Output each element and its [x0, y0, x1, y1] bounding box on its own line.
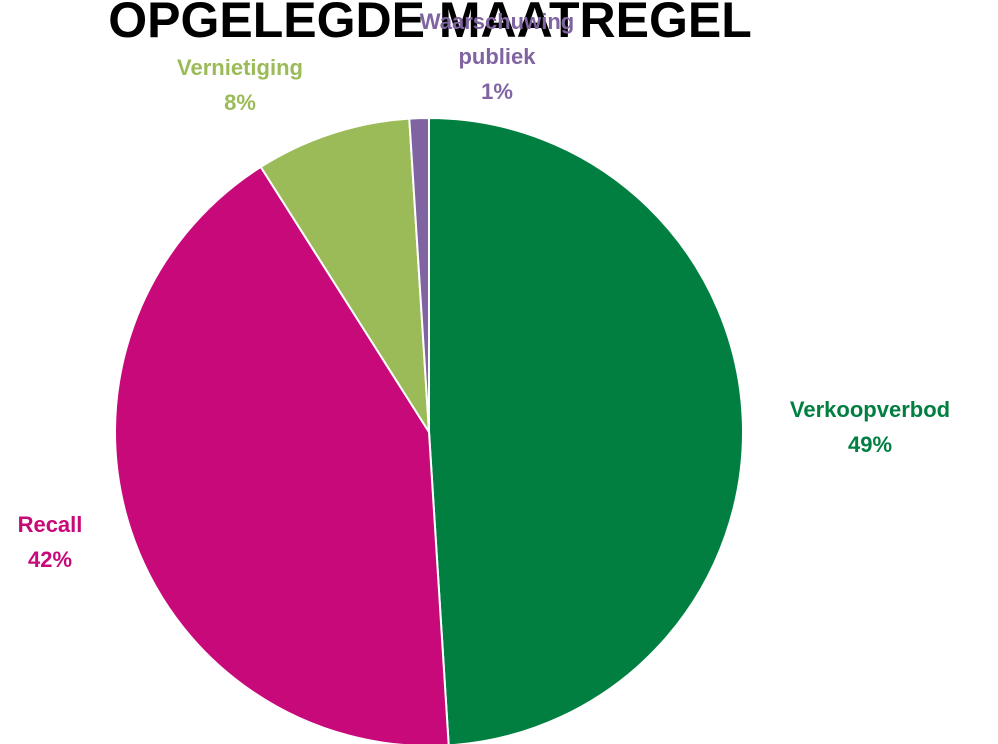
chart-title: OPGELEGDE MAATREGEL — [108, 0, 752, 48]
slice-name: Verkoopverbod — [789, 397, 951, 422]
pie-slice — [408, 116, 430, 433]
slice-name: Recall — [17, 512, 83, 537]
pie-slice — [259, 117, 430, 433]
slice-label: Waarschuwing publiek 1% — [412, 4, 582, 109]
slice-label: Verkoopverbod 49% — [740, 392, 998, 462]
pie-slice — [428, 116, 744, 744]
pie-slice — [114, 165, 450, 744]
slice-value: 8% — [224, 90, 256, 115]
slice-value: 1% — [481, 79, 513, 104]
slice-label: Vernietiging 8% — [140, 50, 340, 120]
slice-label: Recall 42% — [0, 507, 110, 577]
slice-value: 42% — [27, 547, 73, 572]
slice-name: Vernietiging — [177, 55, 303, 80]
slice-value: 49% — [847, 432, 893, 457]
slice-name: Waarschuwing publiek — [419, 9, 575, 69]
